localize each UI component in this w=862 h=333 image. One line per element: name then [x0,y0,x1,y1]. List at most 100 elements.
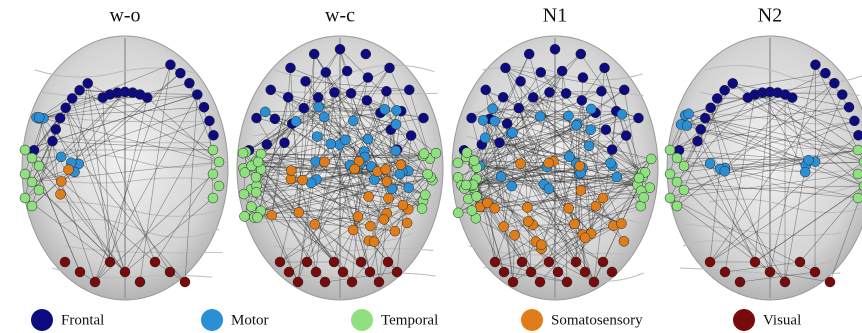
node [735,277,745,287]
node [312,132,322,142]
node [516,76,526,86]
node [55,113,65,123]
legend-label: Temporal [381,312,438,328]
node [564,203,574,213]
node [363,73,373,83]
node [365,221,375,231]
node [607,145,617,155]
node [381,86,391,96]
node [578,73,588,83]
node [56,176,66,186]
node [616,219,626,229]
node [712,93,722,103]
node [175,68,185,78]
node [294,207,304,217]
node [557,66,567,76]
node [392,105,402,115]
node [780,277,790,287]
node [634,173,644,183]
node [266,85,276,95]
node [404,85,414,95]
node [750,257,760,267]
node [672,177,682,187]
node [837,90,847,100]
node [571,257,581,267]
node [494,138,504,148]
node [535,111,545,121]
node [320,157,330,167]
node [105,257,115,267]
node [75,267,85,277]
node [720,166,730,176]
node [423,169,433,179]
node [481,85,491,95]
node [700,113,710,123]
node [524,49,534,59]
node [853,169,862,179]
node [553,267,563,277]
node [795,257,805,267]
node [569,219,579,229]
node [55,189,65,199]
node [293,277,303,287]
node [165,60,175,70]
node [262,139,272,149]
node [335,44,345,54]
node [490,257,500,267]
node [561,88,571,98]
node [208,130,218,140]
node [98,93,108,103]
node [338,267,348,277]
node [390,226,400,236]
node [75,85,85,95]
node [381,164,391,174]
node [606,158,616,168]
node [619,236,629,246]
node [720,85,730,95]
node [743,93,753,103]
node [285,63,295,73]
node [208,169,218,179]
node [591,201,601,211]
brain-panel: N2 [665,5,862,300]
node [517,257,527,267]
node [810,60,820,70]
node [705,257,715,267]
node [342,66,352,76]
node [251,187,261,197]
node [350,164,360,174]
node [284,267,294,277]
node [34,185,44,195]
node [419,149,429,159]
node [20,193,30,203]
node [362,95,372,105]
node [418,113,428,123]
node [849,116,859,126]
node [684,109,694,119]
brain-panel: N1 [452,5,658,300]
node [720,267,730,277]
node [496,172,506,182]
node [365,267,375,277]
node [348,225,358,235]
node [564,152,574,162]
node [301,76,311,86]
node [309,49,319,59]
legend-label: Frontal [61,312,104,328]
node [853,193,862,203]
node [705,158,715,168]
node [395,169,405,179]
node [679,161,689,171]
node [672,201,682,211]
node [298,175,308,185]
node [576,49,586,59]
node [34,112,44,122]
node [283,92,293,102]
node [214,181,224,191]
node [844,102,854,112]
node [165,267,175,277]
node [665,145,675,155]
node [340,135,350,145]
node [320,277,330,287]
node [267,210,277,220]
